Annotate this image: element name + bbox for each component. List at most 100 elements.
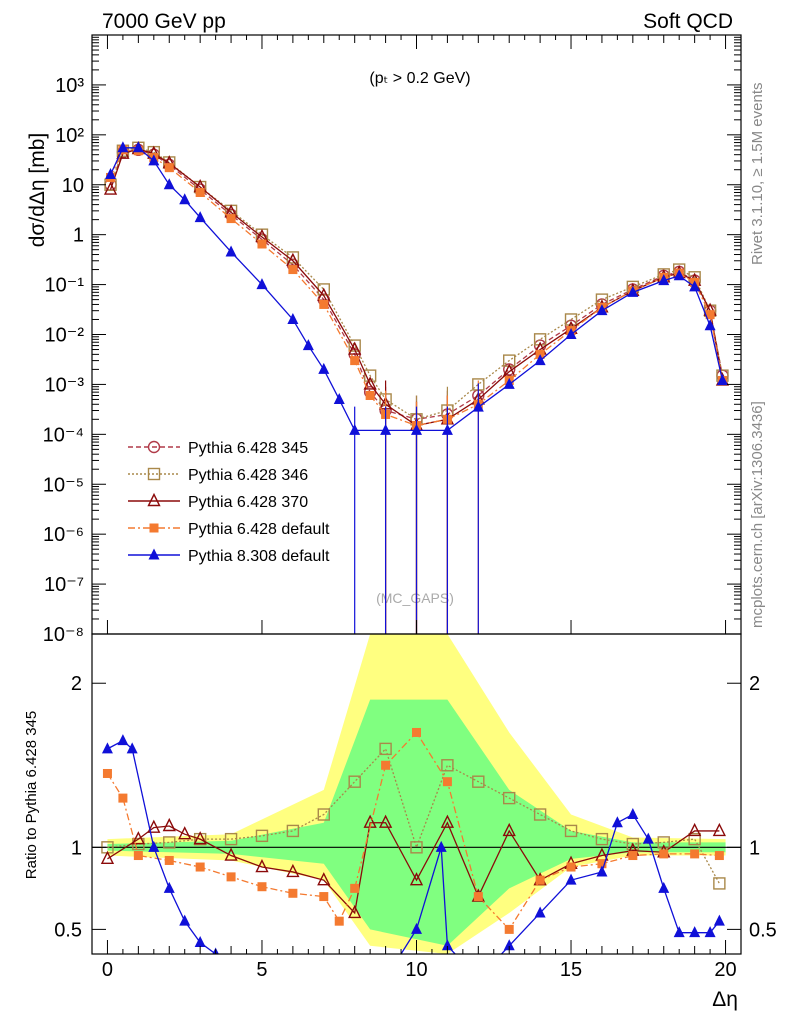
ratio-point bbox=[194, 936, 206, 948]
ratio-point bbox=[379, 742, 392, 756]
ratio-point bbox=[441, 759, 454, 772]
ratio-line-p8def bbox=[107, 739, 720, 954]
data-point bbox=[333, 392, 345, 404]
ratio-point bbox=[611, 816, 623, 828]
x-axis-title: Δη bbox=[712, 988, 738, 1011]
data-point bbox=[318, 362, 330, 374]
ratio-point bbox=[626, 837, 640, 851]
x-tick-label: 0 bbox=[102, 959, 113, 981]
ratio-point bbox=[163, 836, 176, 849]
ratio-point bbox=[435, 840, 447, 852]
ratio-point bbox=[257, 882, 267, 892]
legend-marker-p345 bbox=[147, 440, 161, 454]
data-point bbox=[365, 390, 375, 400]
ratio-point bbox=[178, 826, 192, 840]
ratio-point bbox=[179, 914, 191, 926]
data-point bbox=[705, 310, 715, 320]
ratio-point bbox=[380, 972, 391, 983]
ratio-point bbox=[596, 865, 608, 877]
data-point bbox=[302, 339, 314, 351]
ratio-point bbox=[317, 808, 330, 821]
ratio-point bbox=[673, 926, 685, 938]
ratio-point bbox=[286, 863, 300, 878]
ratio-point bbox=[689, 926, 701, 938]
ratio-point bbox=[473, 892, 483, 902]
ratio-point bbox=[642, 832, 654, 844]
y-tick-label: 10 bbox=[62, 175, 84, 197]
ratio-y-tick-label: 0.5 bbox=[54, 919, 82, 941]
data-point bbox=[163, 178, 175, 190]
ratio-point bbox=[441, 939, 453, 951]
ratio-point bbox=[163, 881, 175, 893]
ratio-series-p346 bbox=[101, 742, 726, 890]
series-p8def bbox=[105, 141, 728, 634]
ratio-point bbox=[704, 926, 716, 938]
ratio-point bbox=[148, 840, 160, 852]
legend-label-p8def: Pythia 8.308 default bbox=[188, 548, 330, 565]
ratio-point bbox=[117, 734, 129, 746]
x-tick-label: 20 bbox=[714, 959, 736, 981]
data-point bbox=[564, 313, 578, 326]
x-tick-label: 10 bbox=[405, 959, 427, 981]
watermark: (MC_GAPS) bbox=[376, 590, 454, 606]
ratio-point bbox=[319, 892, 329, 902]
ratio-point bbox=[659, 849, 669, 859]
ratio-point bbox=[658, 881, 670, 893]
ratio-point bbox=[713, 877, 726, 890]
ratio-point bbox=[714, 851, 724, 861]
data-point bbox=[350, 356, 360, 366]
ratio-point bbox=[657, 836, 670, 849]
main-plot-area bbox=[103, 140, 730, 634]
data-point bbox=[164, 163, 174, 173]
data-point bbox=[179, 193, 191, 205]
data-point bbox=[225, 245, 237, 257]
y-tick-label: 10⁻⁵ bbox=[43, 474, 84, 496]
ratio-series-p6def bbox=[102, 727, 724, 934]
ratio-point bbox=[255, 829, 269, 843]
legend: Pythia 6.428 345 Pythia 6.428 346 Pythia 6… bbox=[128, 440, 330, 565]
ratio-y-tick-label: 2 bbox=[71, 673, 82, 695]
ratio-point bbox=[348, 775, 361, 788]
ratio-point bbox=[131, 831, 145, 845]
y-tick-label: 10⁻⁸ bbox=[43, 624, 84, 646]
data-point bbox=[288, 265, 298, 275]
data-point bbox=[117, 141, 129, 153]
legend-marker-p8def bbox=[148, 548, 160, 560]
ratio-point bbox=[350, 883, 360, 893]
ratio-plot-area bbox=[92, 634, 741, 983]
ratio-point bbox=[713, 914, 725, 926]
ratio-point bbox=[100, 850, 115, 865]
ratio-point bbox=[224, 847, 238, 861]
ratio-point bbox=[101, 742, 113, 754]
ratio-band-green bbox=[107, 699, 726, 946]
ratio-point bbox=[533, 808, 547, 821]
process-label: Soft QCD bbox=[643, 10, 733, 33]
data-point bbox=[105, 168, 117, 180]
data-point bbox=[195, 187, 205, 197]
y-tick-label: 10⁻⁶ bbox=[43, 524, 84, 546]
ratio-point bbox=[193, 831, 207, 845]
data-point bbox=[596, 304, 608, 316]
ratio-point bbox=[147, 819, 161, 833]
data-point bbox=[349, 423, 361, 435]
ratio-point bbox=[597, 859, 607, 869]
data-point bbox=[716, 373, 728, 385]
ratio-y-tick-label-right: 0.5 bbox=[749, 919, 777, 941]
source-label: mcplots.cern.ch [arXiv:1306.3436] bbox=[749, 401, 766, 628]
y-tick-label: 10⁻⁷ bbox=[44, 574, 84, 596]
ratio-point bbox=[440, 814, 455, 828]
data-point bbox=[194, 211, 206, 223]
ratio-point bbox=[162, 817, 176, 832]
x-tick-label: 15 bbox=[560, 959, 582, 981]
y-axis-title-main: dσ/dΔη [mb] bbox=[26, 133, 49, 248]
ratio-point bbox=[288, 888, 298, 898]
ratio-y-tick-label-right: 2 bbox=[749, 673, 760, 695]
data-point bbox=[132, 141, 144, 153]
data-point bbox=[503, 377, 515, 389]
data-point bbox=[148, 154, 160, 166]
data-point bbox=[103, 181, 118, 195]
data-point bbox=[286, 251, 300, 264]
y-tick-label: 10³ bbox=[55, 75, 84, 97]
data-point bbox=[319, 299, 329, 309]
